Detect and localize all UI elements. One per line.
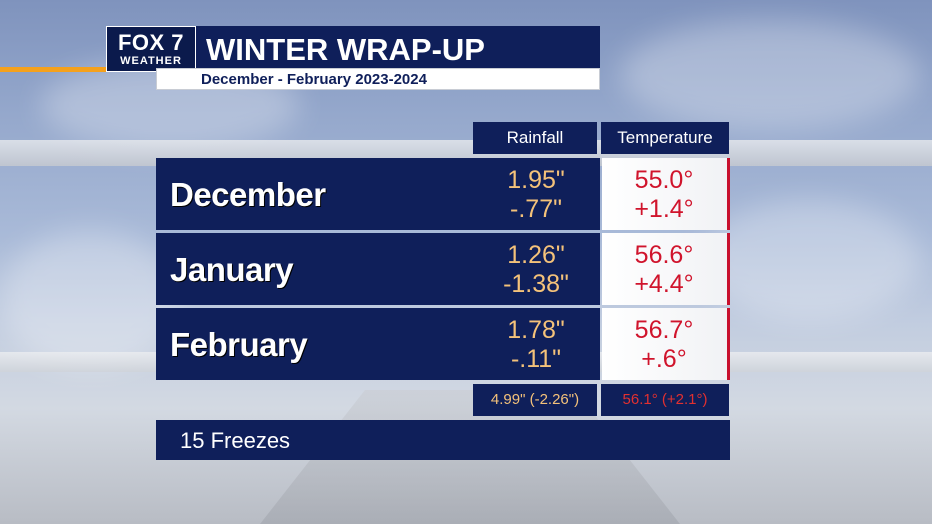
temperature-departure: +4.4° bbox=[634, 270, 694, 298]
rainfall-column-header: Rainfall bbox=[473, 122, 597, 154]
month-row-background: January 1.26" -1.38" bbox=[156, 233, 600, 305]
rainfall-departure: -1.38" bbox=[503, 270, 569, 298]
temperature-values: 56.6° +4.4° bbox=[602, 233, 726, 299]
temperature-departure: +.6° bbox=[641, 345, 687, 373]
freezes-bar: 15 Freezes bbox=[156, 420, 730, 460]
temperature-season-average: 56.1° (+2.1°) bbox=[601, 384, 729, 416]
fox7-weather-logo: FOX 7 WEATHER bbox=[106, 26, 196, 72]
temperature-average: 56.6° bbox=[634, 241, 694, 269]
rainfall-season-total: 4.99" (-2.26") bbox=[473, 384, 597, 416]
month-row-february: February 1.78" -.11" 56.7° +.6° bbox=[156, 308, 732, 380]
temperature-cell: 56.7° +.6° bbox=[602, 308, 730, 380]
rainfall-total: 1.95" bbox=[507, 166, 565, 194]
rainfall-total: 1.26" bbox=[507, 241, 565, 269]
temperature-values: 55.0° +1.4° bbox=[602, 158, 726, 224]
rainfall-departure: -.77" bbox=[510, 195, 562, 223]
temperature-cell: 56.6° +4.4° bbox=[602, 233, 730, 305]
temperature-average: 56.7° bbox=[634, 316, 694, 344]
rainfall-values: 1.78" -.11" bbox=[474, 316, 598, 374]
temperature-values: 56.7° +.6° bbox=[602, 308, 726, 374]
month-label: February bbox=[170, 326, 308, 363]
freezes-count: 15 Freezes bbox=[180, 428, 291, 453]
month-row-background: December 1.95" -.77" bbox=[156, 158, 600, 230]
temperature-column-header: Temperature bbox=[601, 122, 729, 154]
subtitle-bar: December - February 2023-2024 bbox=[156, 68, 600, 90]
cloud-decoration bbox=[620, 20, 920, 130]
logo-main-text: FOX 7 bbox=[117, 30, 185, 55]
rainfall-departure: -.11" bbox=[510, 345, 562, 373]
cloud-decoration bbox=[700, 200, 920, 320]
temperature-cell: 55.0° +1.4° bbox=[602, 158, 730, 230]
month-row-january: January 1.26" -1.38" 56.6° +4.4° bbox=[156, 233, 732, 305]
temperature-average: 55.0° bbox=[634, 166, 694, 194]
logo-sub-text: WEATHER bbox=[120, 55, 182, 67]
page-title: WINTER WRAP-UP bbox=[206, 32, 485, 67]
accent-line bbox=[0, 67, 156, 72]
month-row-december: December 1.95" -.77" 55.0° +1.4° bbox=[156, 158, 732, 230]
rainfall-values: 1.26" -1.38" bbox=[474, 241, 598, 299]
cloud-decoration bbox=[0, 230, 180, 370]
temperature-departure: +1.4° bbox=[634, 195, 694, 223]
rainfall-values: 1.95" -.77" bbox=[474, 166, 598, 224]
title-bar: WINTER WRAP-UP bbox=[196, 26, 600, 70]
month-label: January bbox=[170, 251, 294, 288]
month-row-background: February 1.78" -.11" bbox=[156, 308, 600, 380]
page-subtitle: December - February 2023-2024 bbox=[201, 71, 427, 88]
month-label: December bbox=[170, 176, 326, 213]
rainfall-total: 1.78" bbox=[507, 316, 565, 344]
